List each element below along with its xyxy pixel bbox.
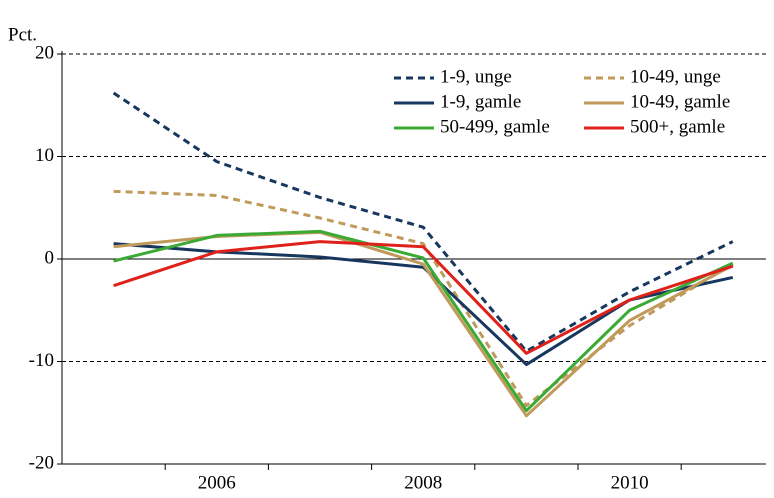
- x-tick-label: 2010: [611, 472, 649, 493]
- legend-label: 10-49, gamle: [630, 91, 730, 112]
- series-line: [113, 229, 734, 413]
- y-tick-label: -10: [29, 350, 54, 371]
- x-tick-label: 2008: [404, 472, 442, 493]
- series-line: [113, 189, 734, 408]
- legend-label: 50-499, gamle: [440, 116, 550, 137]
- y-tick-label: 20: [35, 42, 54, 63]
- y-tick-label: 10: [35, 145, 54, 166]
- series-line: [112, 91, 734, 353]
- legend-label: 10-49, unge: [630, 66, 721, 87]
- legend-label: 1-9, unge: [440, 66, 512, 87]
- y-tick-label: -20: [29, 452, 54, 473]
- legend-label: 1-9, gamle: [440, 91, 521, 112]
- legend-label: 500+, gamle: [630, 116, 725, 137]
- series-line: [113, 240, 734, 355]
- y-axis-label: Pct.: [8, 24, 37, 45]
- y-tick-label: 0: [45, 247, 55, 268]
- x-tick-label: 2006: [198, 472, 236, 493]
